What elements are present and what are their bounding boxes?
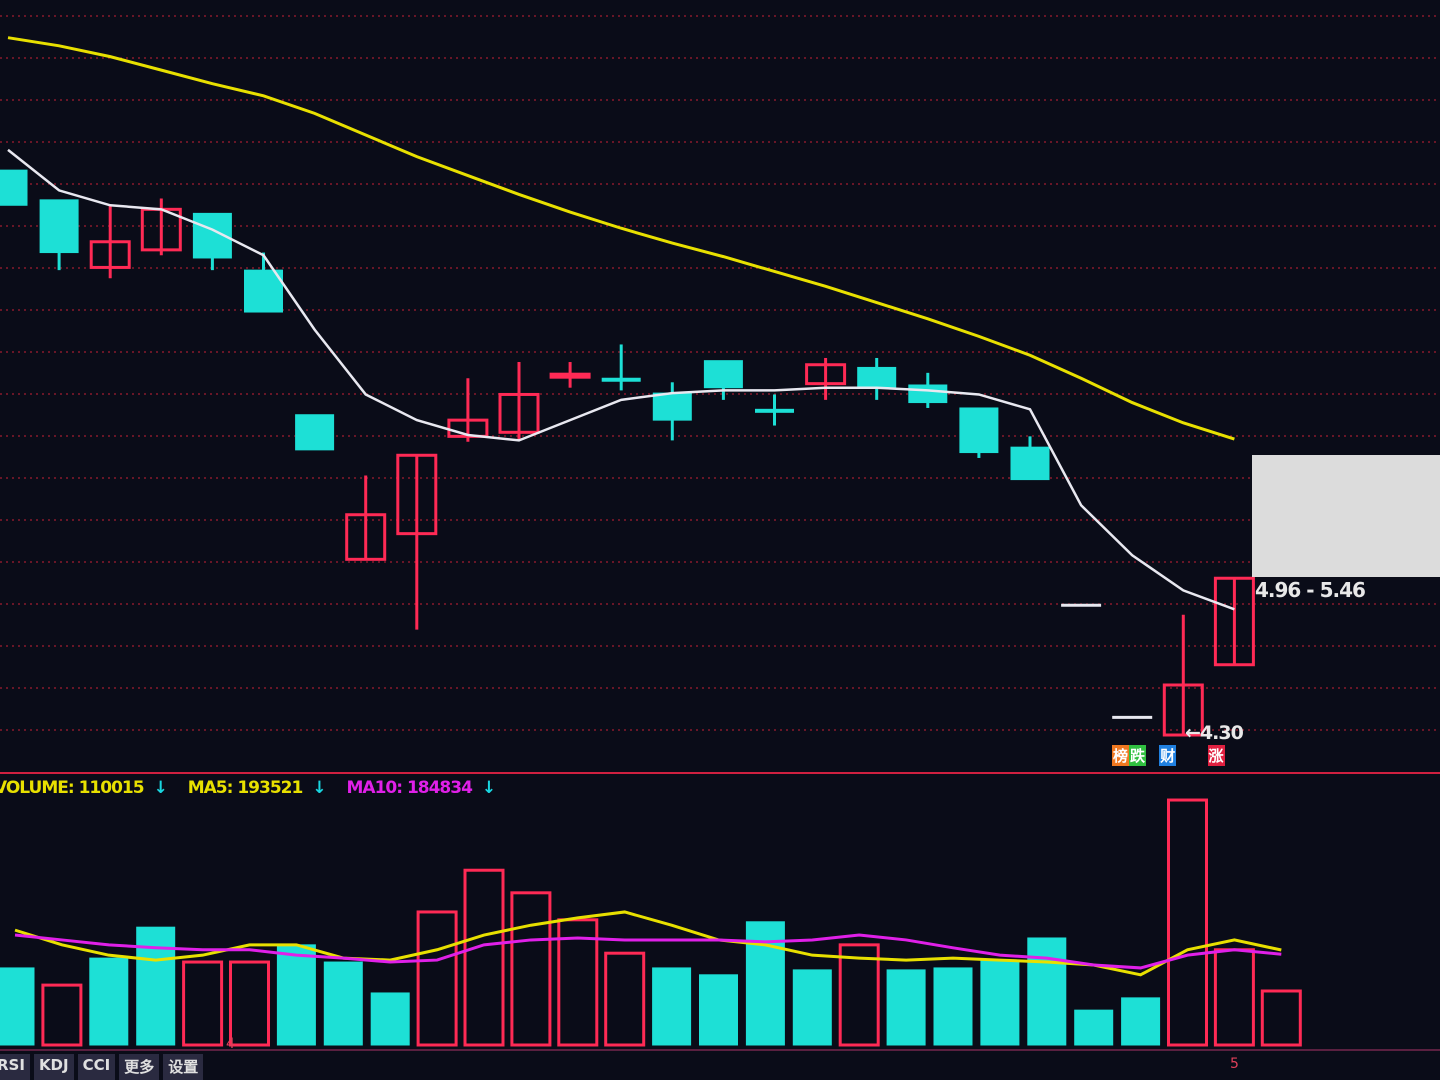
legend-volume: VOLUME: 110015 ↓	[0, 778, 168, 798]
candle-body	[1162, 683, 1204, 737]
volume-bar	[699, 974, 738, 1046]
candle-body	[1213, 576, 1255, 667]
volume-bar	[41, 983, 83, 1047]
volume-bar	[1260, 989, 1302, 1047]
candle-body	[857, 366, 897, 389]
volume-bar	[792, 969, 832, 1046]
volume-bar	[1167, 798, 1208, 1047]
tab-kdj[interactable]: KDJ	[33, 1054, 74, 1080]
candle-body	[755, 408, 794, 413]
tab-cci[interactable]: CCI	[77, 1054, 116, 1080]
candle-body	[0, 169, 28, 206]
volume-bar	[557, 918, 599, 1047]
volume-bar	[980, 959, 1020, 1046]
volume-bar	[136, 926, 176, 1046]
volume-bar	[89, 957, 129, 1046]
candle-body	[39, 199, 79, 254]
volume-bar	[1027, 937, 1067, 1046]
tag-die[interactable]: 跌	[1129, 745, 1147, 766]
ma-short-line	[7, 148, 1235, 611]
tag-zhang[interactable]: 涨	[1207, 745, 1225, 766]
arrow-left-icon: ←	[1185, 722, 1201, 744]
arrow-down-icon: ↓	[312, 778, 326, 798]
price-range-label: 4.96 - 5.46	[1255, 578, 1366, 602]
candle-body	[652, 392, 692, 421]
volume-bar	[838, 943, 880, 1047]
tag-bang[interactable]: 榜	[1112, 745, 1130, 766]
volume-bar	[0, 967, 35, 1046]
volume-bar	[182, 960, 224, 1047]
volume-bar	[1213, 948, 1255, 1047]
volume-bar	[886, 969, 926, 1046]
info-popup	[1252, 455, 1440, 577]
candle-body	[805, 363, 847, 386]
candle-body	[345, 513, 387, 561]
volume-bar	[370, 992, 410, 1046]
volume-bar	[323, 961, 363, 1046]
volume-bar	[652, 967, 692, 1046]
volume-bar	[1074, 1009, 1114, 1046]
candle-body	[703, 360, 743, 389]
candle-body	[396, 453, 438, 536]
tab-rsi[interactable]: RSI	[0, 1054, 30, 1080]
arrow-down-icon: ↓	[153, 778, 168, 798]
candle-body	[498, 392, 540, 434]
volume-bar	[510, 891, 552, 1047]
low-price-value: 4.30	[1199, 722, 1244, 744]
volume-bar	[276, 944, 316, 1046]
x-tick-label: 5	[1230, 1056, 1239, 1072]
x-tick-label: 4	[226, 1036, 235, 1052]
volume-legend: VOLUME: 110015 ↓ MA5: 193521 ↓ MA10: 18483…	[0, 778, 511, 798]
tab-more[interactable]: 更多	[119, 1054, 160, 1080]
tag-cai[interactable]: 财	[1159, 745, 1177, 766]
volume-bar	[463, 868, 505, 1047]
arrow-down-icon: ↓	[481, 778, 496, 798]
volume-bar	[229, 960, 270, 1047]
candle-body	[244, 269, 283, 313]
volume-bar	[1121, 997, 1161, 1046]
candle-body	[601, 377, 641, 382]
candle-body	[959, 407, 999, 454]
indicator-tabs: RSI KDJ CCI 更多 设置	[0, 1054, 204, 1080]
event-tags: 榜跌 财 涨	[1112, 745, 1225, 766]
volume-bar	[604, 951, 646, 1047]
candle-body	[295, 414, 335, 451]
low-price-label: ←4.30	[1185, 722, 1244, 744]
candle-body	[549, 372, 591, 379]
candle-body	[1010, 446, 1050, 481]
candle-body	[908, 384, 948, 404]
tab-settings[interactable]: 设置	[163, 1054, 204, 1080]
legend-ma5: MA5: 193521 ↓	[187, 778, 327, 798]
legend-ma10: MA10: 184834 ↓	[346, 778, 497, 798]
ma-long-line	[7, 36, 1235, 441]
volume-bar	[933, 967, 973, 1046]
volume-bar	[416, 910, 458, 1047]
candle-body	[89, 240, 131, 269]
volume-ma10-line	[14, 933, 1282, 970]
